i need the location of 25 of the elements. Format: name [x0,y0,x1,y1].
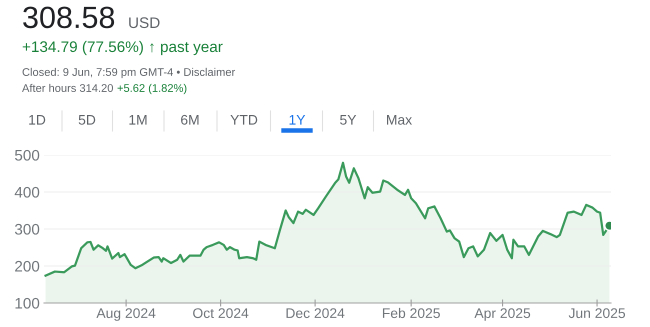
y-tick-label: 400 [14,186,40,198]
text: After hours 314.20 [22,84,113,92]
text: 5D [78,115,96,125]
y-tick-label: 500 [14,150,40,161]
x-tick-label: Feb 2025 [382,308,440,318]
text: USD [129,17,160,28]
text: +5.62 (1.82%) [118,84,186,94]
y-tick-label: 300 [14,224,40,235]
chart-title: 308.58 [23,6,114,28]
text: +134.79 (77.56%) ↑ past year [22,40,223,56]
x-tick-label: Aug 2024 [96,308,156,321]
text: 6M [181,114,199,125]
text: YTD [230,115,258,125]
text: 5Y [340,115,356,125]
text: Closed: 9 Jun, 7:59 pm GMT-4 • Disclaimer [22,68,236,78]
text: 1Y [290,115,306,125]
x-tick-label: Dec 2024 [286,308,344,318]
text: Max [387,115,412,125]
x-tick-label: Oct 2024 [193,308,248,318]
text: 1M [129,115,147,125]
x-tick-label: Apr 2025 [474,308,530,321]
y-tick-label: 100 [16,298,40,309]
y-tick-label: 200 [15,260,40,272]
text: 1D [29,115,46,125]
x-tick-label: Jun 2025 [568,308,626,318]
